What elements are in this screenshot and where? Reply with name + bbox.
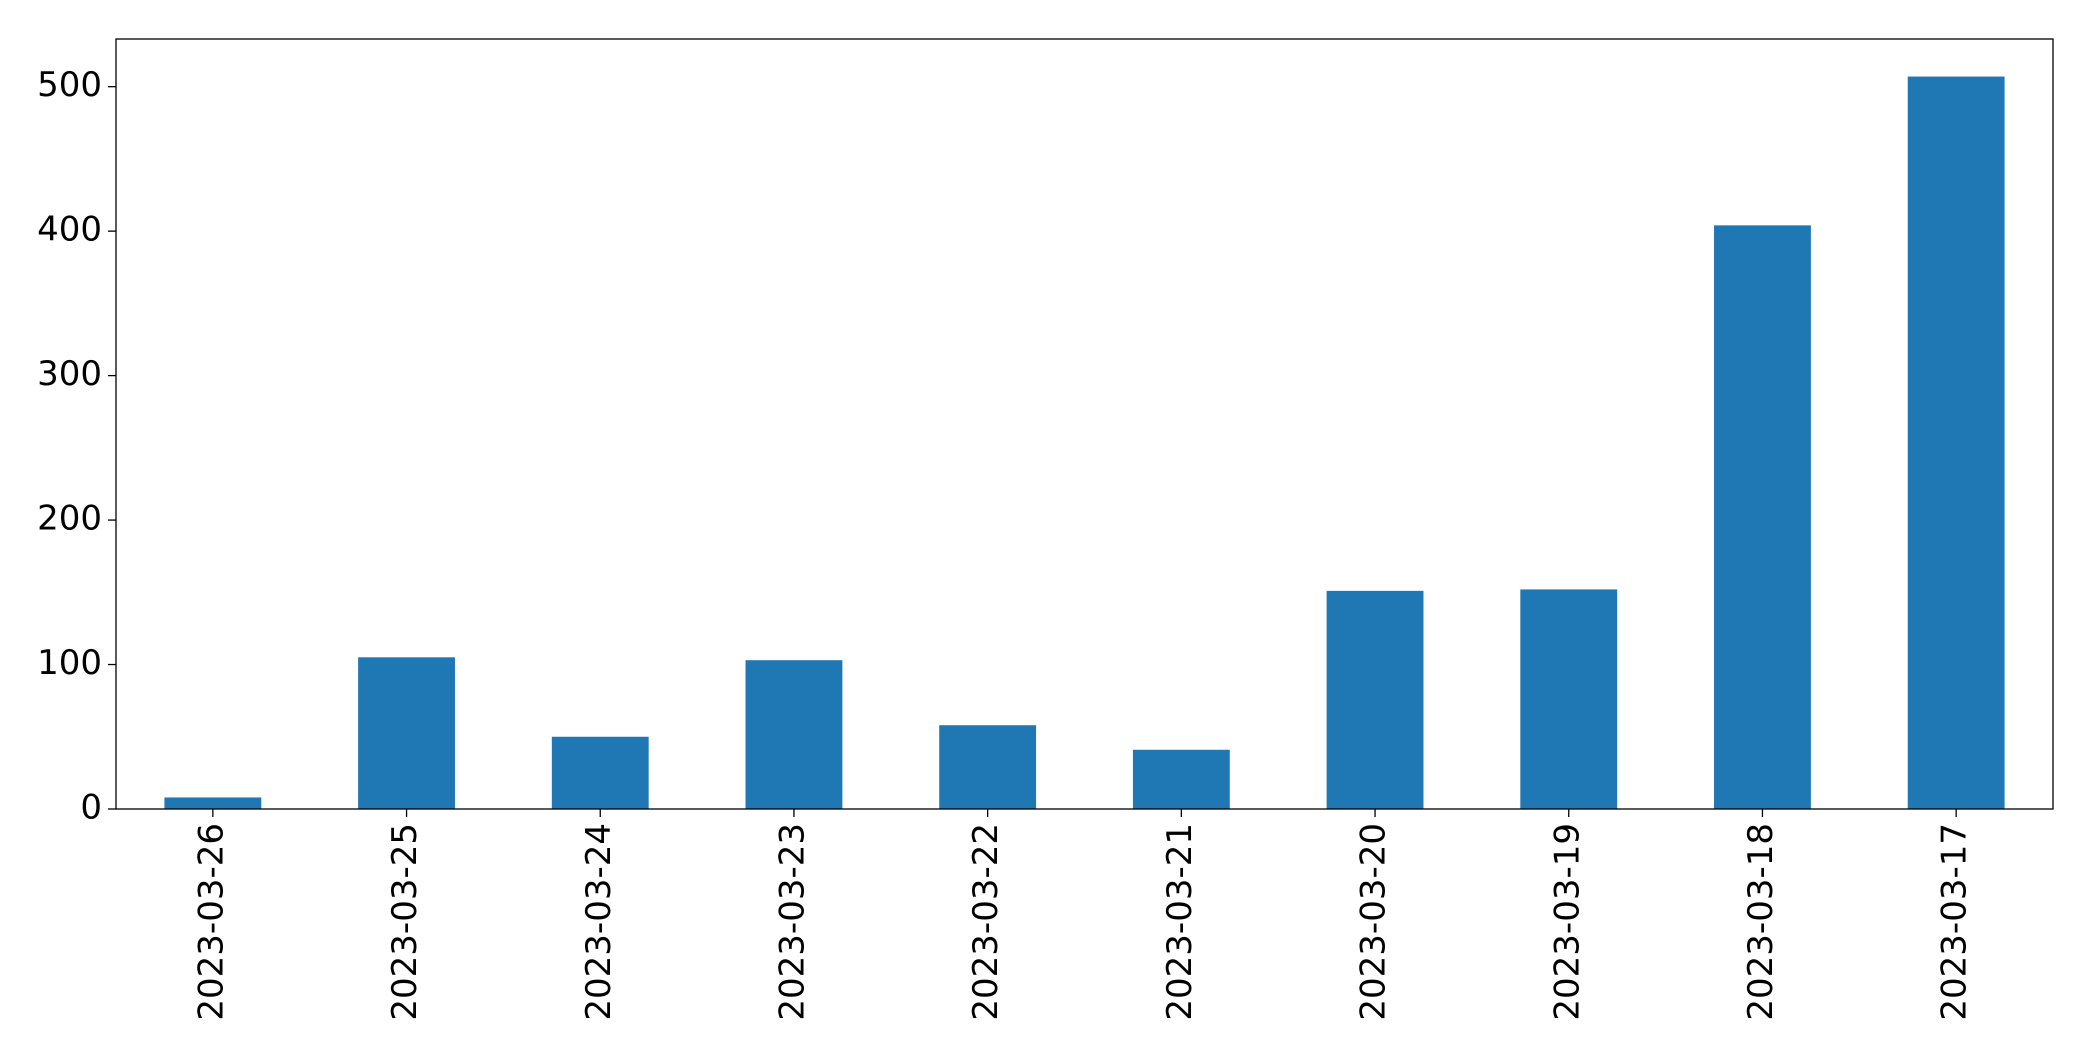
- bar: [164, 797, 262, 809]
- axes-frame: [115, 38, 2054, 810]
- bar: [1520, 589, 1618, 809]
- y-tick-label: 0: [80, 788, 102, 828]
- bar: [1326, 590, 1424, 809]
- y-tick-label: 400: [37, 210, 102, 250]
- y-tick-label: 500: [37, 65, 102, 105]
- y-tick-label: 100: [37, 643, 102, 683]
- x-tick-label: 2023-03-18: [1741, 823, 1781, 1021]
- x-tick-label: 2023-03-24: [579, 823, 619, 1021]
- y-tick-label: 200: [37, 499, 102, 539]
- x-tick-label: 2023-03-23: [772, 823, 812, 1021]
- bar: [745, 660, 843, 809]
- x-tick-label: 2023-03-20: [1354, 823, 1394, 1021]
- bar: [358, 657, 455, 809]
- bar: [1907, 76, 2005, 809]
- x-tick-label: 2023-03-22: [966, 823, 1006, 1021]
- y-tick-label: 300: [37, 354, 102, 394]
- x-tick-label: 2023-03-19: [1547, 823, 1587, 1021]
- x-tick-label: 2023-03-21: [1160, 823, 1200, 1021]
- x-tick-label: 2023-03-25: [385, 823, 425, 1021]
- x-tick-label: 2023-03-26: [191, 823, 231, 1021]
- bar: [1714, 225, 1811, 809]
- x-tick-label: 2023-03-17: [1935, 823, 1975, 1021]
- bar: [939, 725, 1037, 809]
- bar: [551, 736, 649, 809]
- bar: [1132, 749, 1230, 809]
